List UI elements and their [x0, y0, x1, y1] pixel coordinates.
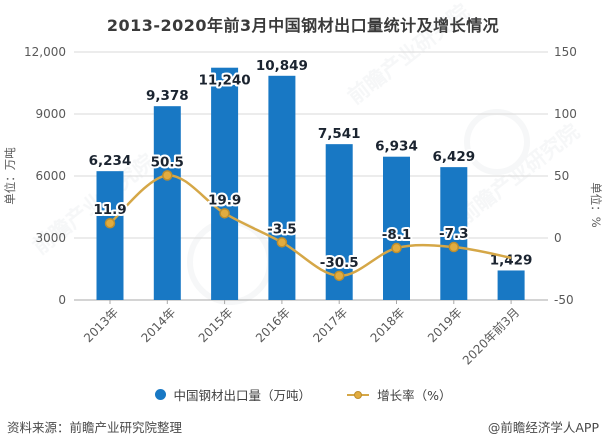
- legend-item-growth-rate: 增长率（%）: [347, 385, 451, 404]
- x-axis-label: 2016年: [253, 305, 293, 345]
- x-axis-label: 2015年: [196, 305, 236, 345]
- bar-value-label: 6,934: [375, 139, 418, 155]
- x-axis-label: 2018年: [368, 305, 408, 345]
- chart-title: 2013-2020年前3月中国钢材出口量统计及增长情况: [106, 16, 500, 35]
- x-axis-label: 2020年前3月: [459, 305, 522, 368]
- legend-item-export-volume: 中国钢材出口量（万吨）: [154, 385, 312, 404]
- line-series-marker-icon: [347, 389, 370, 400]
- left-axis-tick: 6000: [35, 169, 66, 183]
- footer: 资料来源：前瞻产业研究院整理 @前瞻经济学人APP: [0, 417, 606, 436]
- line-value-label: -3.5: [267, 221, 297, 237]
- line-point-2019年: [448, 241, 460, 253]
- right-axis-tick: 0: [554, 231, 562, 245]
- right-axis-tick: 100: [554, 107, 577, 121]
- bar-2019年: [440, 167, 468, 300]
- x-axis-label: 2019年: [425, 305, 465, 345]
- right-axis-title: 单位：%: [589, 182, 603, 227]
- line-point-2018年: [391, 242, 402, 254]
- line-value-label: 11.9: [93, 202, 126, 218]
- x-axis-label: 2017年: [310, 305, 350, 345]
- left-axis-tick: 3000: [35, 231, 66, 245]
- bar-value-label: 6,429: [432, 149, 475, 165]
- bar-value-label: 10,849: [256, 58, 308, 74]
- line-value-label: 19.9: [208, 192, 241, 208]
- line-point-2015年: [219, 208, 230, 219]
- right-axis-tick: -50: [554, 293, 574, 307]
- legend: 中国钢材出口量（万吨） 增长率（%）: [0, 385, 606, 404]
- source-note: 资料来源：前瞻产业研究院整理: [7, 420, 183, 435]
- line-value-label: -7.3: [439, 226, 469, 242]
- bar-value-label: 9,378: [146, 88, 189, 104]
- line-value-label: -8.1: [382, 227, 412, 243]
- bar-2020年前3月: [497, 270, 525, 300]
- legend-label-growth-rate: 增长率（%）: [377, 388, 452, 403]
- x-axis-label: 2014年: [138, 305, 178, 345]
- line-value-label: 50.5: [151, 154, 184, 170]
- bar-value-label: 11,240: [199, 73, 251, 89]
- line-value-label: -30.5: [320, 255, 359, 271]
- x-axis-label: 2013年: [81, 305, 121, 345]
- bar-value-label: 7,541: [318, 126, 361, 142]
- bar-2014年: [153, 106, 181, 300]
- bar-2016年: [268, 75, 296, 301]
- right-axis-tick: 50: [554, 169, 569, 183]
- left-axis-title: 单位：万吨: [3, 147, 17, 205]
- bar-2015年: [211, 67, 239, 300]
- right-axis-tick: 150: [554, 45, 577, 59]
- legend-label-export-volume: 中国钢材出口量（万吨）: [173, 388, 312, 403]
- bar-2018年: [383, 156, 410, 300]
- svg-text:前瞻产业研究院: 前瞻产业研究院: [343, 0, 474, 109]
- line-point-2013年: [104, 217, 116, 229]
- line-point-2016年: [276, 237, 288, 248]
- bar-2013年: [96, 171, 124, 300]
- left-axis-tick: 9000: [35, 107, 66, 121]
- left-axis-tick: 0: [58, 293, 66, 307]
- bar-series-marker-icon: [154, 389, 166, 400]
- line-point-2014年: [162, 170, 173, 181]
- left-axis-tick: 12,000: [24, 45, 66, 59]
- line-point-2017年: [333, 270, 345, 282]
- bar-value-label: 6,234: [89, 153, 132, 169]
- credit-note: @前瞻经济学人APP: [487, 420, 599, 435]
